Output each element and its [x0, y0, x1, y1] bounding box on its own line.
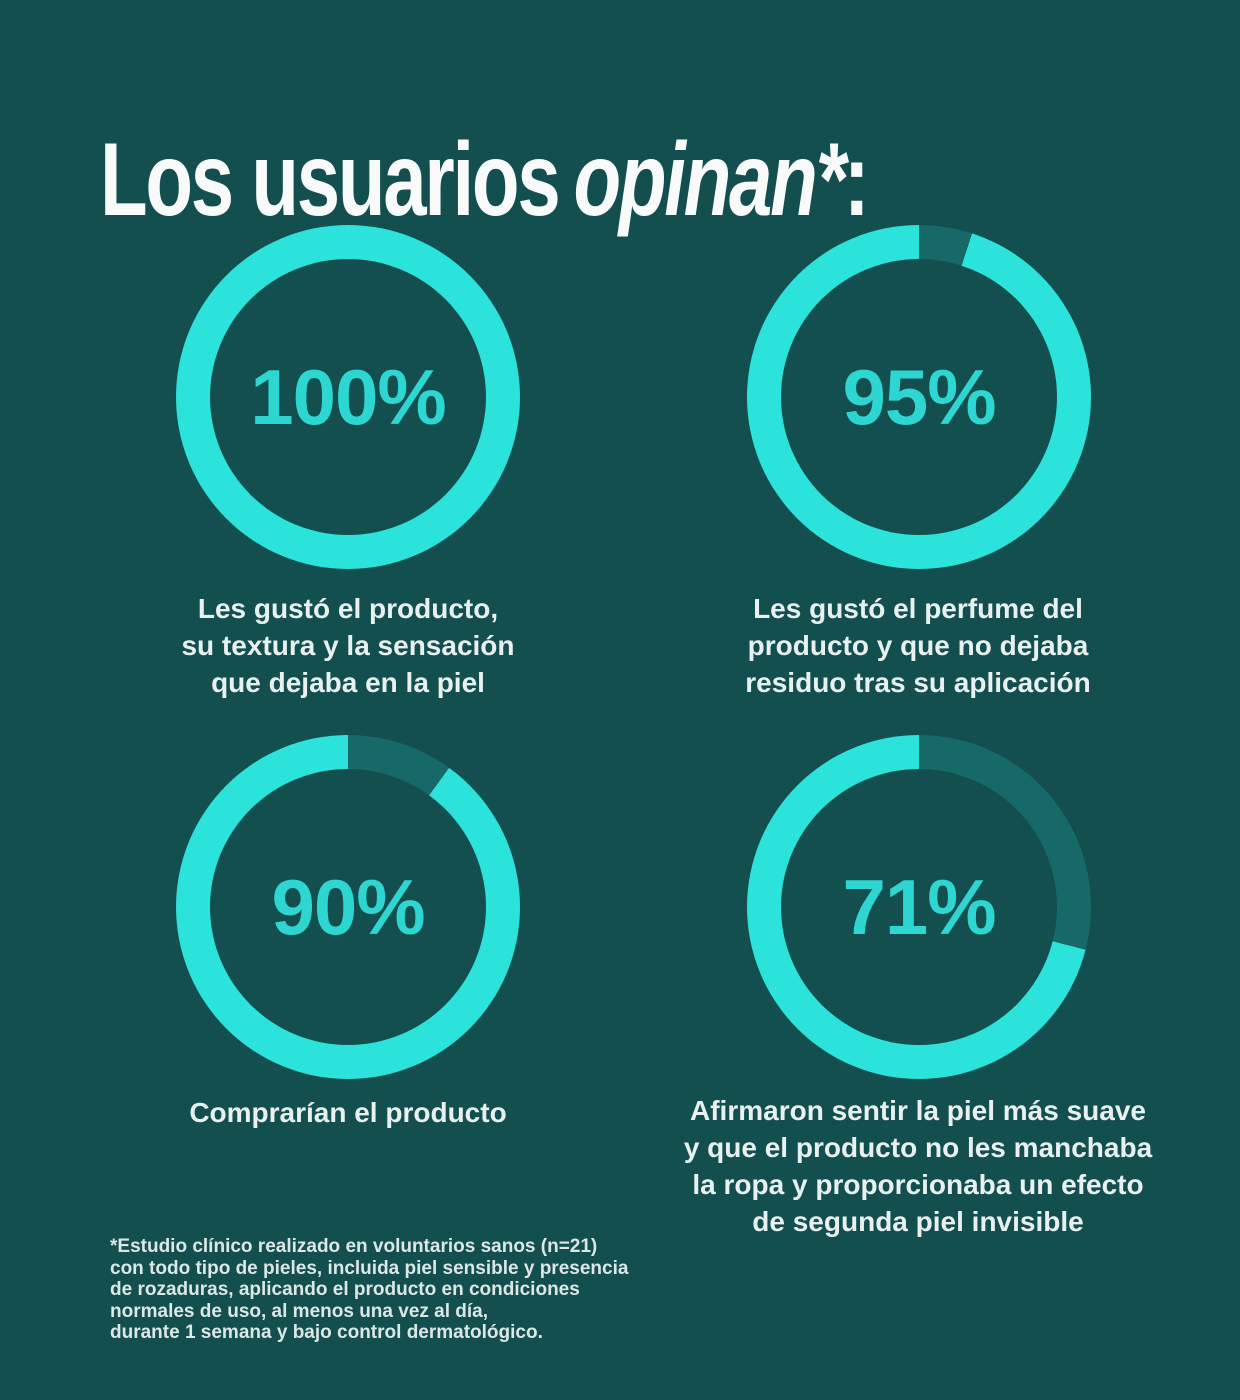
stat-caption-3: Comprarían el producto [189, 1097, 507, 1128]
donut-hole [781, 259, 1057, 535]
donut-chart-2: 95% [747, 225, 1091, 569]
page-title: Los usuarios opinan*: [100, 125, 870, 235]
stat-caption-2: Les gustó el perfume del producto y que … [745, 593, 1091, 698]
stat-caption-4: Afirmaron sentir la piel más suave y que… [683, 1095, 1153, 1237]
donut-hole [210, 769, 486, 1045]
footnote: *Estudio clínico realizado en voluntario… [110, 1236, 629, 1343]
donut-chart-4: 71% [747, 735, 1091, 1079]
donut-value-2: 95% [842, 352, 996, 441]
donut-value-3: 90% [271, 862, 425, 951]
donut-chart-3: 90% [176, 735, 520, 1079]
donut-value-1: 100% [250, 352, 447, 441]
donut-hole [210, 259, 486, 535]
title-prefix: Los usuarios [100, 121, 561, 238]
donut-chart-1: 100% [176, 225, 520, 569]
title-suffix: : [843, 121, 870, 238]
donut-value-4: 71% [842, 862, 996, 951]
stat-caption-1: Les gustó el producto, su textura y la s… [181, 593, 515, 698]
title-italic-word: opinan* [573, 121, 845, 238]
donut-hole [781, 769, 1057, 1045]
